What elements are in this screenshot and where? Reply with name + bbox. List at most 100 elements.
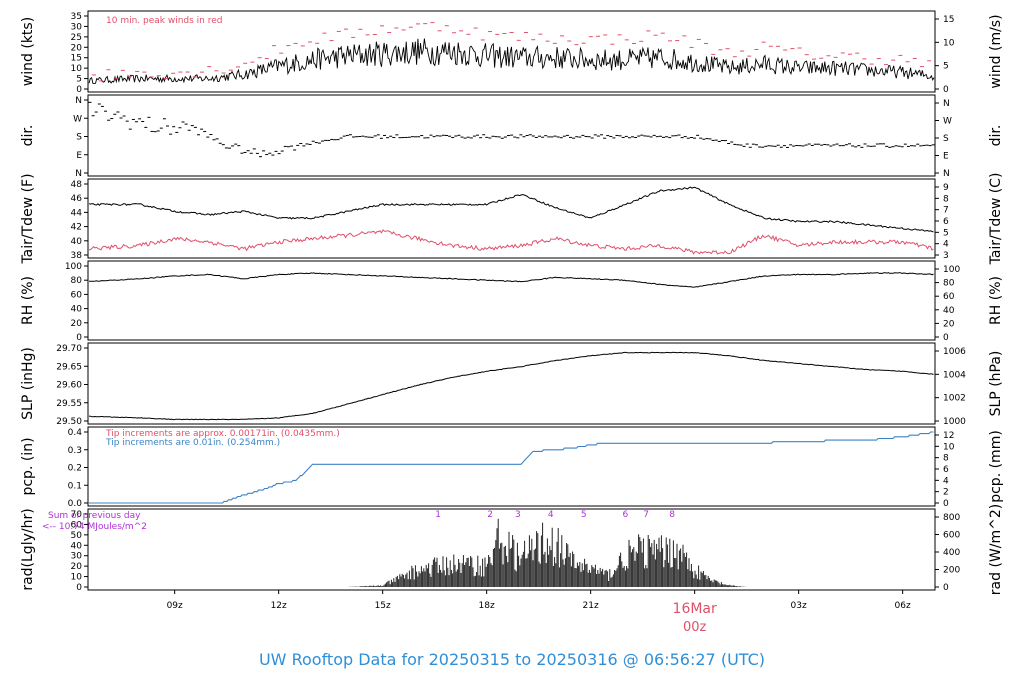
x-tick-label: 03z: [791, 601, 807, 611]
left-tick-label: 29.60: [56, 381, 82, 391]
left-tick-label: 60: [71, 520, 83, 530]
left-tick-label: 0.0: [68, 499, 83, 509]
relative-humidity-line: [89, 272, 934, 288]
left-tick-label: 44: [71, 208, 83, 218]
left-tick-label: 40: [71, 305, 83, 315]
right-tick-label: 0: [943, 333, 949, 343]
left-tick-label: 30: [71, 22, 83, 32]
left-axis-label: SLP (inHg): [20, 347, 36, 420]
right-tick-label: 8: [943, 454, 949, 464]
right-axis-label: pcp. (mm): [988, 430, 1004, 503]
right-tick-label: 6: [943, 217, 949, 227]
x-tick-label: 12z: [271, 601, 287, 611]
left-tick-label: 38: [71, 251, 83, 261]
left-tick-label: 46: [71, 194, 83, 204]
right-tick-label: 7: [943, 206, 949, 216]
right-tick-label: 3: [943, 251, 949, 261]
left-tick-label: E: [76, 151, 82, 161]
right-tick-label: W: [943, 117, 952, 127]
right-tick-label: N: [943, 99, 950, 109]
right-tick-label: 100: [943, 265, 960, 275]
x-tick-label: 18z: [479, 601, 495, 611]
left-tick-label: 29.70: [56, 344, 82, 354]
precipitation-line: [89, 431, 934, 504]
right-tick-label: N: [943, 169, 950, 179]
x-tick-label: 21z: [583, 601, 599, 611]
left-tick-label: 0.1: [68, 481, 82, 491]
right-tick-label: 5: [943, 228, 949, 238]
x-tick-label: 15z: [375, 601, 391, 611]
left-tick-label: 100: [65, 262, 82, 272]
wind-speed-line: [88, 38, 935, 85]
uv-index-label: 2: [487, 510, 493, 520]
panel-frame: [87, 178, 936, 259]
right-tick-label: 6: [943, 465, 949, 475]
left-tick-label: 29.55: [56, 399, 82, 409]
left-axis-label: wind (kts): [20, 17, 36, 86]
left-tick-label: 0: [76, 583, 82, 593]
right-axis-label: wind (m/s): [988, 14, 1004, 88]
right-tick-label: S: [943, 134, 949, 144]
left-tick-label: 50: [71, 531, 83, 541]
right-tick-label: 9: [943, 183, 949, 193]
left-tick-label: 0.4: [68, 428, 83, 438]
right-tick-label: 1002: [943, 394, 966, 404]
left-tick-label: 48: [71, 180, 83, 190]
right-axis-label: dir.: [988, 125, 1004, 147]
right-axis-label: RH (%): [988, 276, 1004, 325]
left-tick-label: N: [75, 96, 82, 106]
left-tick-label: 10: [71, 64, 83, 74]
right-tick-label: 400: [943, 548, 960, 558]
left-axis-label: rad(Lgly/hr): [20, 508, 36, 590]
panel-rh: RH (%) RH (%) 100 80 60 40 20 0 100 80 60 40 20 0: [20, 260, 1004, 343]
left-tick-label: 15: [71, 54, 82, 64]
left-tick-label: 20: [71, 319, 83, 329]
panel-wind: wind (kts) wind (m/s)35302520151050151050…: [20, 10, 1004, 95]
peak-winds-note: 10 min. peak winds in red: [106, 16, 223, 26]
right-tick-label: 1004: [943, 370, 966, 380]
sea-level-pressure-line: [88, 351, 934, 421]
left-tick-label: 60: [71, 290, 83, 300]
right-tick-label: 10: [943, 38, 955, 48]
right-tick-label: 800: [943, 513, 960, 523]
right-tick-label: 40: [943, 306, 955, 316]
x-tick-label: 06z: [895, 601, 911, 611]
left-tick-label: 25: [71, 33, 82, 43]
x-tick-label: 09z: [167, 601, 183, 611]
tip-increment-note-exact: Tip increments are 0.01in. (0.254mm.): [105, 438, 280, 448]
left-tick-label: 0.3: [68, 446, 82, 456]
left-tick-label: 35: [71, 12, 82, 22]
panel-frame: [87, 426, 936, 507]
left-tick-label: 0: [76, 333, 82, 343]
right-axis-label: SLP (hPa): [988, 351, 1004, 417]
left-tick-label: 40: [71, 237, 83, 247]
left-tick-label: 70: [71, 510, 83, 520]
left-axis-label: pcp. (in): [20, 437, 36, 495]
right-tick-label: 0: [943, 85, 949, 95]
left-axis-label: Tair/Tdew (F): [20, 173, 36, 264]
left-tick-label: W: [73, 114, 82, 124]
daily-sum-value: <-- 10.74 MJoules/m^2: [42, 522, 147, 532]
left-tick-label: 30: [71, 552, 83, 562]
peak-wind-markers: [92, 22, 932, 82]
right-tick-label: 8: [943, 194, 949, 204]
right-tick-label: 2: [943, 488, 949, 498]
left-tick-label: N: [75, 169, 82, 179]
uv-index-label: 3: [515, 510, 521, 520]
radiation-bars: [348, 518, 746, 587]
left-tick-label: 20: [71, 562, 83, 572]
right-tick-label: 80: [943, 279, 955, 289]
panel-frame: [87, 94, 936, 177]
right-tick-label: 20: [943, 319, 955, 329]
right-axis-label: rad (W/m^2): [988, 504, 1004, 595]
panel-temp: Tair/Tdew (F) Tair/Tdew (C)48464442403898…: [20, 173, 1004, 266]
left-tick-label: S: [76, 133, 82, 143]
panel-frame: [87, 508, 936, 591]
direction-marks: [88, 101, 935, 158]
left-axis-label: dir.: [20, 125, 36, 147]
right-tick-label: 4: [943, 240, 949, 250]
panel-frame: [87, 260, 936, 341]
right-tick-label: 15: [943, 15, 954, 25]
